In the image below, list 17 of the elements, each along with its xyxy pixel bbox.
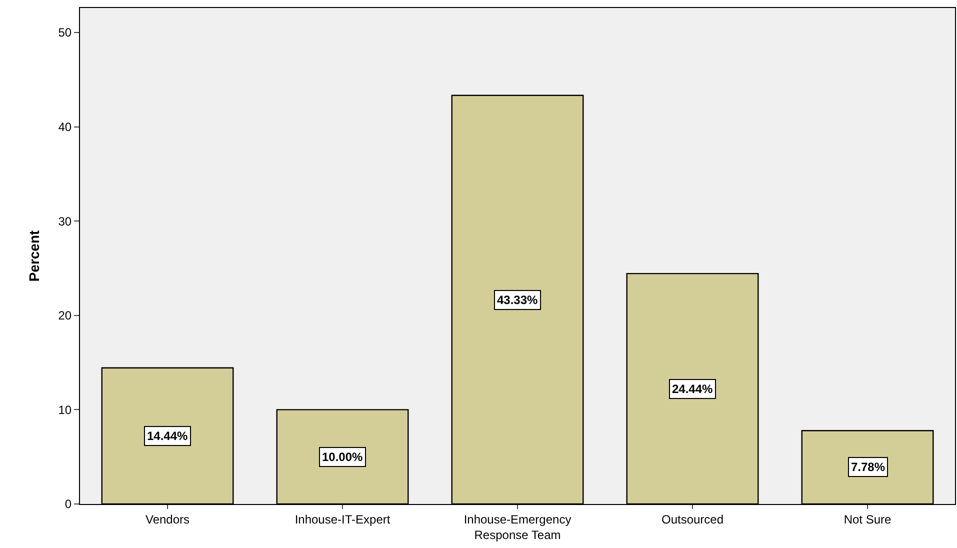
data-label: 10.00% (322, 450, 364, 464)
x-tick-label: Vendors (145, 512, 190, 526)
x-tick-label: Outsourced (661, 512, 724, 526)
x-tick-label: Inhouse-IT-Expert (294, 512, 391, 526)
y-tick-label: 0 (64, 497, 72, 512)
y-axis-title: Percent (26, 230, 42, 282)
x-tick-label: Inhouse-Emergency Response Team (464, 512, 572, 542)
y-tick-label: 30 (58, 214, 72, 228)
y-tick-label: 40 (58, 120, 72, 134)
data-label: 14.44% (147, 429, 188, 443)
x-tick-label: Not Sure (844, 512, 892, 526)
data-label: 24.44% (672, 382, 714, 396)
y-tick-label: 50 (58, 26, 72, 40)
y-tick-label: 20 (58, 308, 72, 323)
data-label: 43.33% (497, 293, 538, 307)
y-tick-label: 10 (58, 402, 72, 417)
data-label: 7.78% (851, 460, 886, 474)
